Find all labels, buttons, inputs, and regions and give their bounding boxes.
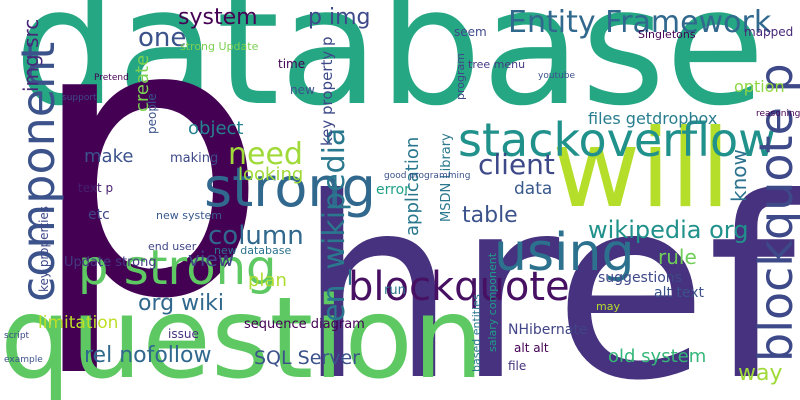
word: make [84,146,133,167]
word: new [290,83,315,97]
word: text p [78,181,113,195]
word: example [4,355,43,365]
word: href [298,144,800,400]
word: question [0,274,484,400]
word: sequence diagram [244,317,365,332]
word: issue [168,327,199,341]
word: will [552,107,730,232]
word: p img [308,5,370,30]
word: key properties [37,206,51,292]
word: org wiki [138,291,224,316]
word: wikipedia org [588,216,748,244]
word: view [188,247,234,271]
word: component [11,42,65,302]
word: key property p [318,36,336,146]
word: know [727,149,751,202]
word: time [278,57,305,71]
word: making [170,151,218,166]
word: en_wikipedia [317,128,352,322]
word: plan [248,270,287,291]
word: SQL Server [254,347,360,369]
word: limitation [38,313,118,333]
word: strong [204,156,376,219]
word: blockquote p [749,63,800,362]
word: option [734,77,785,96]
word: end user [148,240,197,253]
word: p [28,0,269,382]
word: blockquote [348,264,570,310]
word: etc [88,207,110,223]
word: database [14,0,765,142]
word: way [738,361,783,386]
word: p strong [78,240,277,296]
word: need [228,137,303,172]
word: strong Update [180,40,259,53]
word: object [188,118,243,139]
word: looking [238,164,303,185]
word: MSDN Library [439,133,454,222]
word: salary component [486,252,499,352]
word: application [402,137,423,236]
word: NHibernate [508,322,587,338]
word: old system [608,346,706,367]
word: suggestions [598,270,682,286]
word: based entities [470,294,483,372]
word: rel nofollow [84,343,212,368]
word: files getdropbox [588,109,717,128]
word: tree menu [468,58,525,71]
word: one [138,23,186,53]
word: script [4,331,30,341]
word: may [596,300,620,313]
word: Entity Framework [508,5,772,40]
word: Update strong [64,255,157,270]
word: data [514,179,552,199]
word: good programming [384,171,470,181]
word: column [208,221,304,251]
word: mapped [744,25,793,39]
word: Pretend [94,73,129,83]
word: table [462,203,518,228]
word: error [376,182,410,198]
word: rule [658,245,697,269]
word: reasoning [756,109,800,119]
word: Singletons [638,28,696,41]
word: youtube [538,71,575,81]
word: program [454,53,467,100]
word: alt text [654,285,705,301]
word: client [478,148,555,181]
word: system [178,5,258,30]
word: alt alt [514,341,549,355]
word: using [494,223,634,283]
word: stackoverflow [458,113,776,167]
word: support [62,93,97,103]
word: seem [454,25,487,39]
word: people [145,93,159,134]
word: run [384,283,406,298]
word: create [132,55,153,112]
word: img src [19,19,43,92]
word: new system [156,209,222,222]
word: file [508,359,526,373]
word: new database [214,244,291,257]
